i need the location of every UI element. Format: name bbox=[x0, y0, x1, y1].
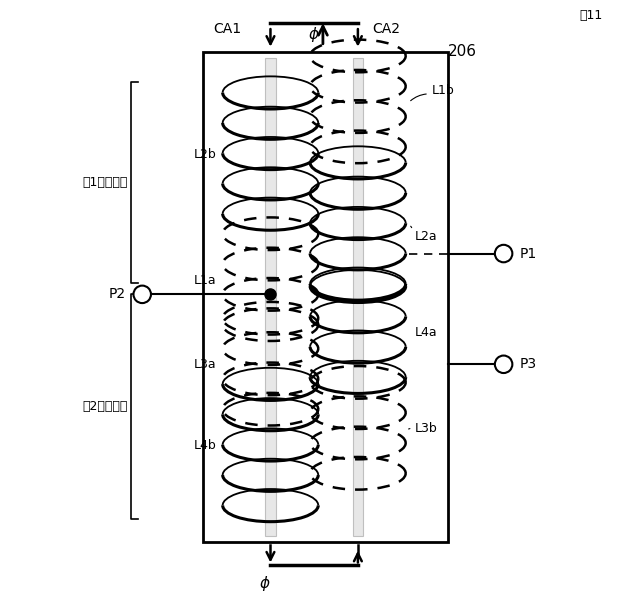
Text: L4a: L4a bbox=[415, 326, 437, 339]
Bar bbox=[265, 58, 276, 536]
Text: CA2: CA2 bbox=[372, 22, 401, 36]
Text: L2a: L2a bbox=[415, 230, 437, 243]
Text: 図11: 図11 bbox=[579, 9, 603, 22]
Text: 第1トランス: 第1トランス bbox=[83, 176, 127, 189]
Bar bbox=[353, 58, 363, 536]
Text: $\phi$: $\phi$ bbox=[308, 26, 320, 45]
Text: P2: P2 bbox=[109, 287, 126, 301]
Text: 第2トランス: 第2トランス bbox=[83, 400, 127, 413]
Bar bbox=[204, 52, 448, 542]
Text: P3: P3 bbox=[520, 357, 537, 371]
Circle shape bbox=[495, 356, 513, 373]
Text: L3a: L3a bbox=[194, 358, 217, 371]
Text: P1: P1 bbox=[520, 246, 537, 261]
Text: CA1: CA1 bbox=[213, 22, 241, 36]
Text: $\phi$: $\phi$ bbox=[259, 574, 271, 593]
Text: L3b: L3b bbox=[415, 422, 437, 436]
Text: L4b: L4b bbox=[194, 439, 217, 452]
Text: 206: 206 bbox=[448, 43, 477, 59]
Text: L1a: L1a bbox=[194, 274, 217, 287]
Text: L2b: L2b bbox=[194, 148, 217, 161]
Text: L1b: L1b bbox=[432, 84, 454, 98]
Circle shape bbox=[134, 286, 151, 303]
Circle shape bbox=[495, 245, 513, 262]
